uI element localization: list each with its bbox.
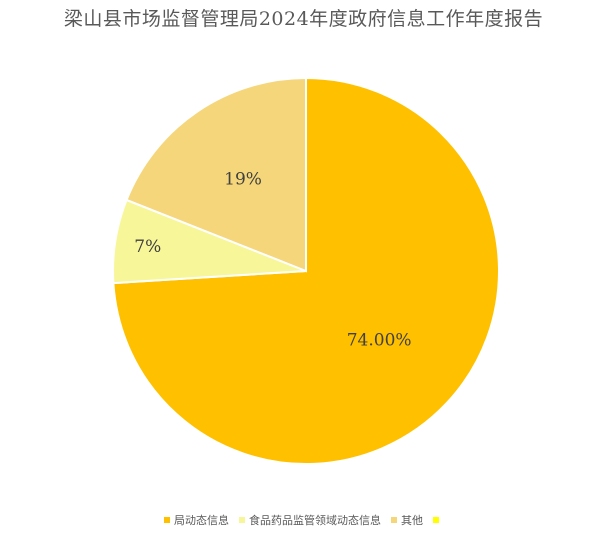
legend-swatch-0: [164, 517, 170, 523]
legend-label-2: 其他: [401, 514, 423, 527]
legend-swatch-2: [391, 517, 397, 523]
legend-item-2: 其他: [391, 512, 423, 528]
legend-swatch-3: [433, 517, 439, 523]
pie-slice-2: [125, 76, 307, 273]
legend-swatch-1: [239, 517, 245, 523]
chart-title: 梁山县市场监督管理局2024年度政府信息工作年度报告: [63, 8, 544, 30]
slice-label-1: 7%: [134, 237, 161, 257]
slice-label-2: 19%: [224, 169, 262, 189]
legend-label-1: 食品药品监管领域动态信息: [249, 514, 381, 527]
chart-legend: 局动态信息 食品药品监管领域动态信息 其他: [0, 512, 607, 528]
legend-label-0: 局动态信息: [174, 514, 229, 527]
legend-item-3: [433, 517, 443, 523]
legend-item-1: 食品药品监管领域动态信息: [239, 512, 381, 528]
legend-item-0: 局动态信息: [164, 512, 229, 528]
slice-label-0: 74.00%: [347, 331, 412, 351]
